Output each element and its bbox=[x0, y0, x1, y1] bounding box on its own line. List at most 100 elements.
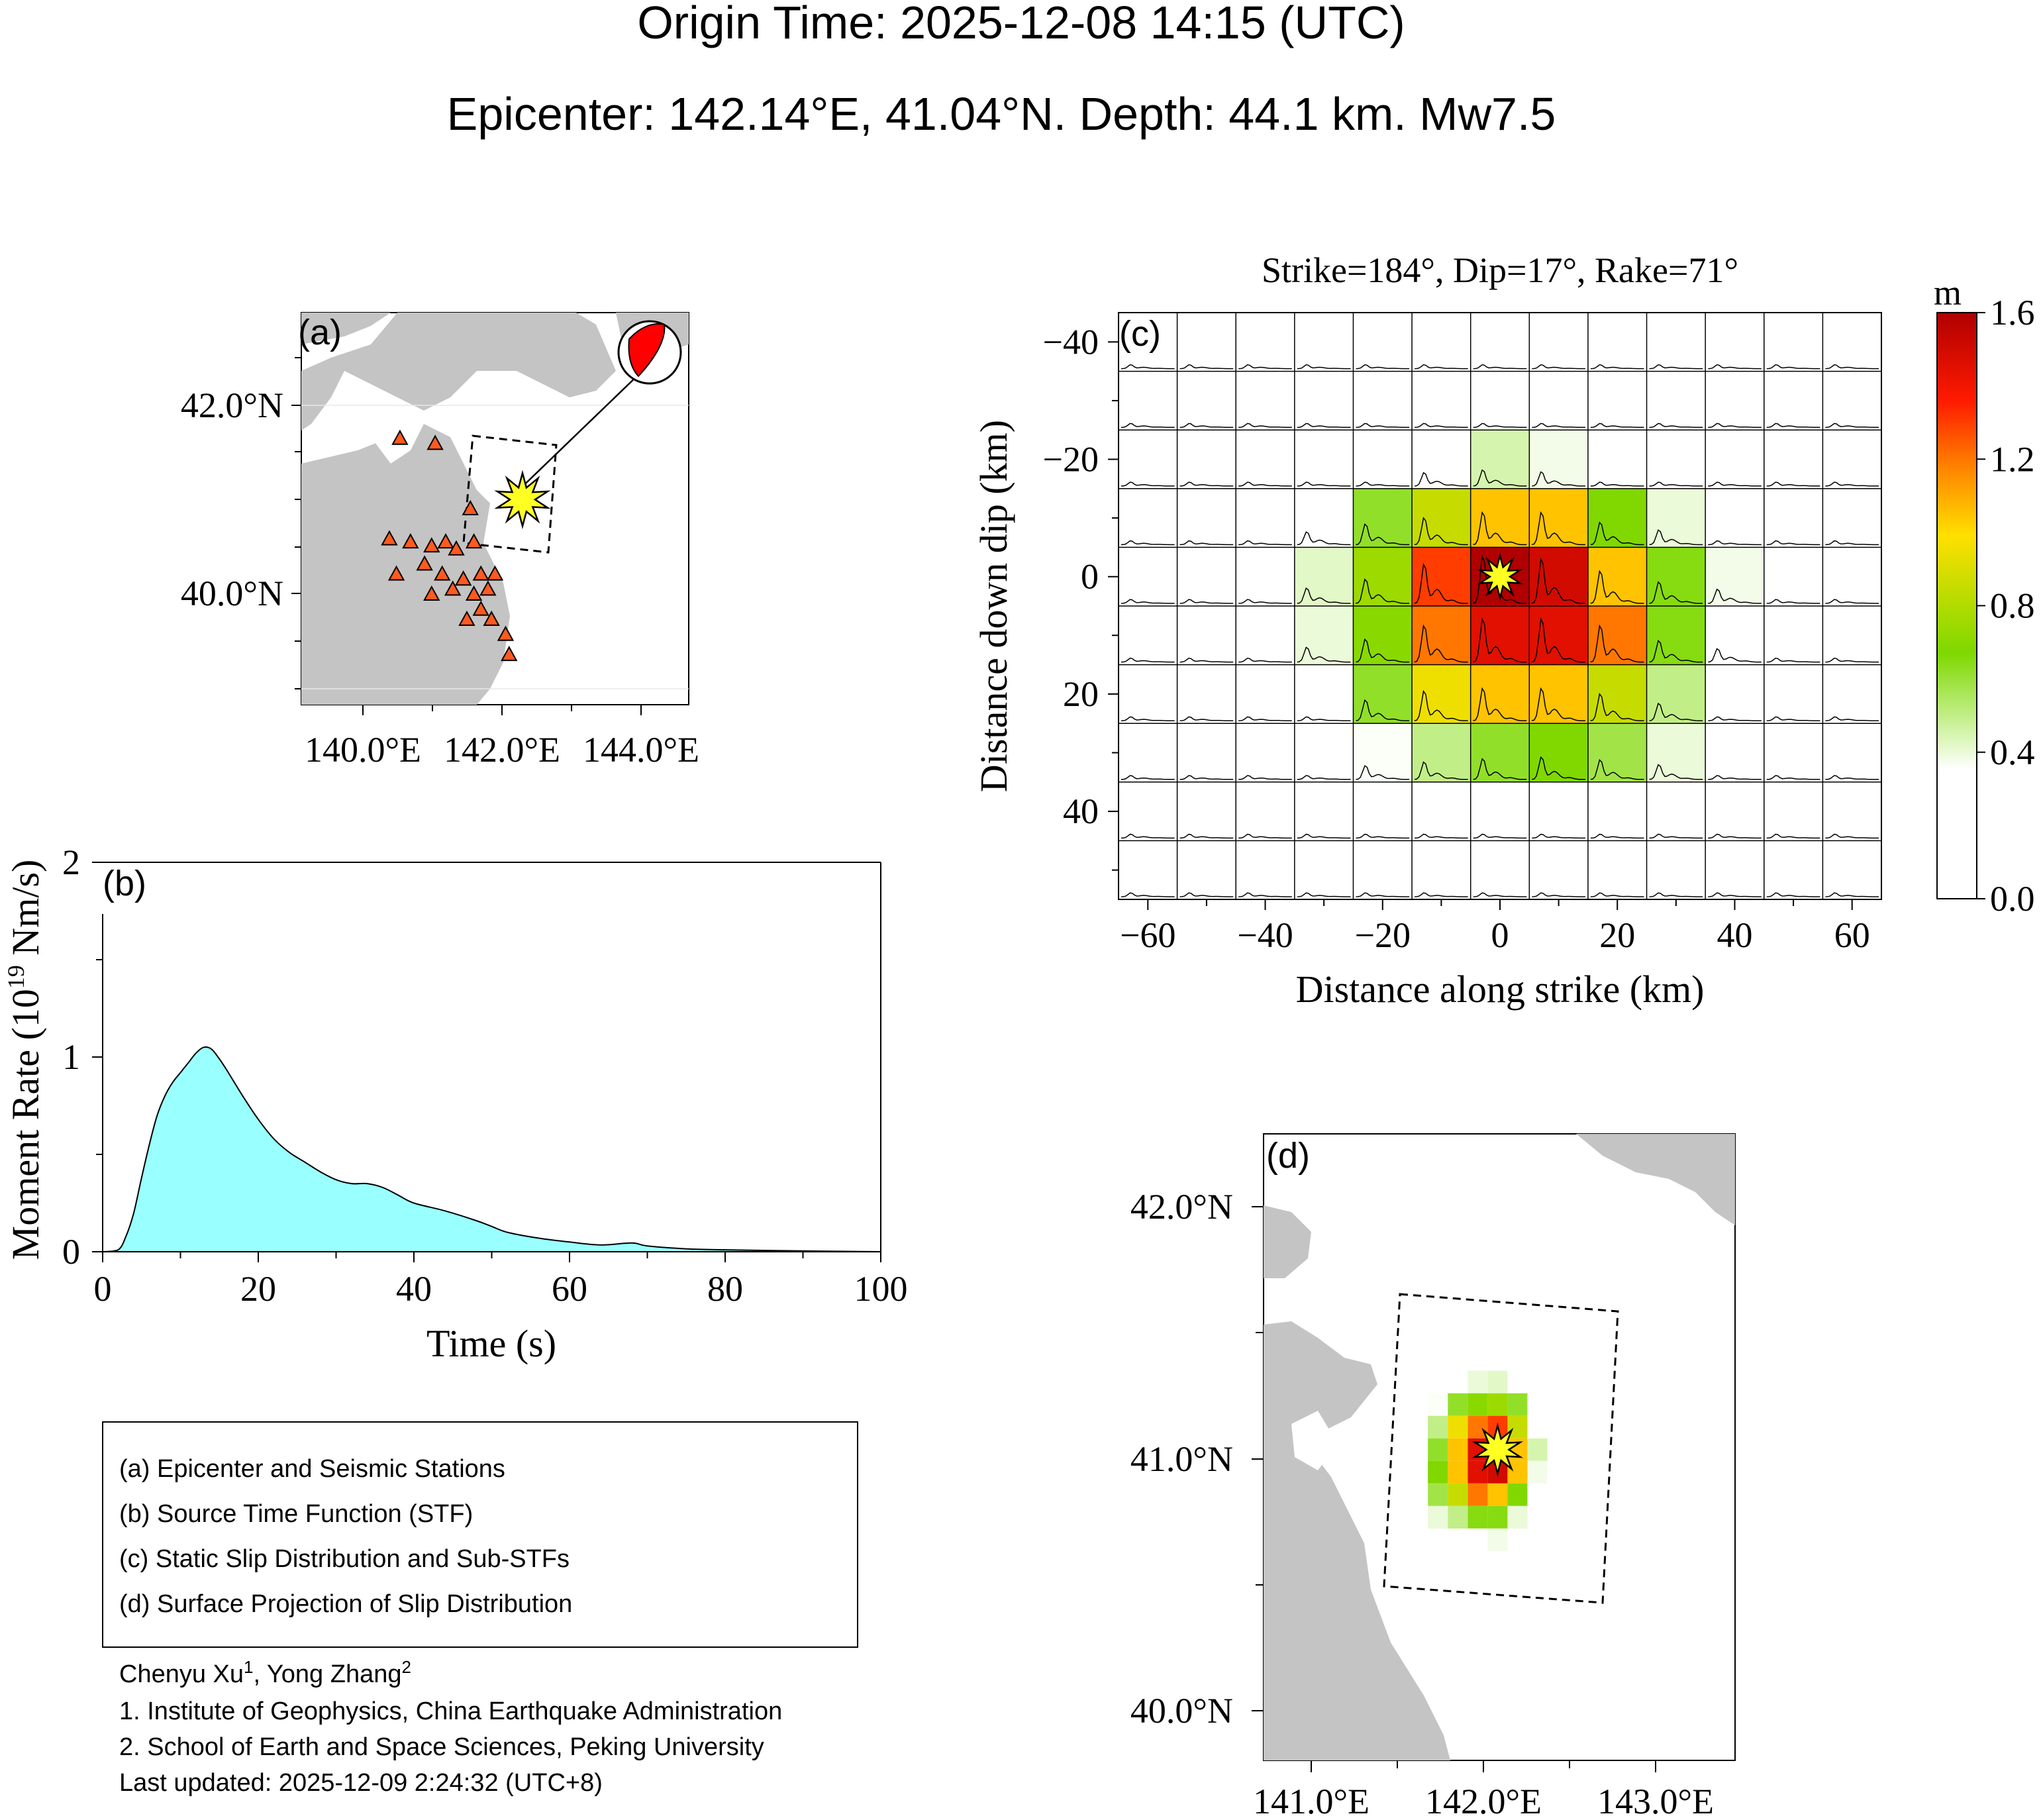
sub-stf-trace bbox=[1649, 481, 1703, 487]
sub-stf-trace bbox=[1590, 892, 1644, 897]
y-tick-label: −20 bbox=[1043, 440, 1099, 480]
lon-tick-label: 143.0°E bbox=[1597, 1782, 1714, 1820]
sub-stf-trace bbox=[1238, 892, 1292, 897]
sub-stf-trace bbox=[1708, 648, 1762, 663]
sub-stf-trace bbox=[1356, 423, 1410, 428]
sub-stf-trace bbox=[1825, 481, 1879, 487]
sub-stf-trace bbox=[1590, 481, 1644, 487]
sub-stf-trace bbox=[1590, 692, 1644, 721]
sub-stf-trace bbox=[1415, 833, 1468, 839]
sub-stf-trace bbox=[1179, 775, 1234, 780]
sub-stf-trace bbox=[1179, 658, 1234, 663]
x-tick-label: 40 bbox=[1717, 915, 1752, 955]
slip-plot-title: Strike=184°, Dip=17°, Rake=71° bbox=[1262, 250, 1738, 290]
slip-cell bbox=[1705, 547, 1764, 606]
sub-stf-trace bbox=[1121, 775, 1175, 780]
sub-stf-trace bbox=[1356, 364, 1410, 370]
lat-tick-label: 42.0°N bbox=[1130, 1187, 1233, 1227]
sub-stf-trace bbox=[1649, 764, 1703, 780]
slip-cell bbox=[1587, 664, 1647, 724]
station-triangle bbox=[434, 565, 451, 581]
surface-slip-cell bbox=[1468, 1505, 1488, 1529]
station-triangle bbox=[444, 580, 462, 596]
sub-stf-trace bbox=[1825, 833, 1879, 839]
y-tick-label: 40 bbox=[1063, 791, 1099, 831]
sub-stf-trace bbox=[1473, 364, 1527, 370]
sub-stf-trace bbox=[1708, 892, 1762, 897]
hypocenter-star-c bbox=[1476, 552, 1524, 601]
last-updated: Last updated: 2025-12-09 2:24:32 (UTC+8) bbox=[119, 1769, 603, 1797]
slip-cell bbox=[1529, 723, 1588, 782]
surface-slip-cell bbox=[1507, 1505, 1528, 1529]
surface-slip-cell bbox=[1527, 1415, 1548, 1439]
sub-stf-trace bbox=[1297, 481, 1351, 487]
sub-stf-trace bbox=[1590, 423, 1644, 428]
sub-stf-trace bbox=[1649, 892, 1703, 897]
x-tick-label: 40 bbox=[396, 1269, 432, 1309]
stf-xlabel: Time (s) bbox=[426, 1322, 556, 1365]
surface-slip-cell bbox=[1527, 1438, 1548, 1461]
legend-item: (c) Static Slip Distribution and Sub-STF… bbox=[119, 1545, 570, 1573]
sub-stf-trace bbox=[1708, 423, 1762, 428]
sub-stf-trace bbox=[1766, 364, 1820, 370]
surface-slip-cell bbox=[1428, 1505, 1448, 1529]
lat-tick-label: 42.0°N bbox=[181, 385, 283, 425]
slip-cell bbox=[1294, 547, 1354, 606]
sub-stf-trace bbox=[1238, 775, 1292, 780]
hypocenter-star bbox=[1476, 552, 1524, 601]
y-tick-label: 20 bbox=[1063, 674, 1099, 714]
legend-box: (a) Epicenter and Seismic Stations (b) S… bbox=[102, 1421, 858, 1648]
lon-tick-label: 142.0°E bbox=[1425, 1782, 1542, 1820]
surface-slip-cell bbox=[1507, 1460, 1528, 1484]
legend-item: (b) Source Time Function (STF) bbox=[119, 1500, 473, 1528]
sub-stf-trace bbox=[1414, 624, 1468, 663]
station-triangle bbox=[416, 555, 433, 571]
sub-stf-trace bbox=[1179, 833, 1234, 839]
station-triangle bbox=[426, 434, 444, 450]
surface-slip-cell bbox=[1468, 1370, 1488, 1393]
sub-stf-trace bbox=[1238, 716, 1292, 721]
colorbar: m 0.0 0.4 0.8 1.2 1.6 bbox=[1934, 273, 2035, 919]
sub-stf-trace bbox=[1356, 699, 1410, 721]
surface-slip-cell bbox=[1507, 1370, 1528, 1393]
slip-cell bbox=[1470, 723, 1530, 782]
sub-stf-trace bbox=[1121, 716, 1175, 721]
sub-stf-trace bbox=[1121, 364, 1175, 370]
sub-stf-trace bbox=[1531, 687, 1585, 721]
credits: Chenyu Xu1, Yong Zhang2 1. Institute of … bbox=[119, 1657, 782, 1797]
sub-stf-trace bbox=[1121, 423, 1175, 428]
colorbar-tick-label: 0.4 bbox=[1990, 733, 2035, 772]
surface-slip-cells bbox=[1428, 1370, 1548, 1551]
sub-stf-trace bbox=[1532, 756, 1585, 780]
slip-cell bbox=[1412, 606, 1471, 665]
sub-stf-trace bbox=[1356, 523, 1410, 546]
station-triangle bbox=[486, 565, 504, 581]
slip-cell bbox=[1529, 488, 1588, 548]
sub-stf-trace bbox=[1825, 892, 1879, 897]
slip-cell bbox=[1353, 723, 1413, 782]
sub-stf-trace bbox=[1708, 833, 1762, 839]
sub-stf-trace bbox=[1766, 540, 1820, 546]
panel-d: (d) 42.0°N 41.0°N 40.0°N 141.0°E 142.0°E… bbox=[1130, 1133, 1736, 1820]
slip-cell bbox=[1470, 430, 1530, 489]
sub-stf-trace bbox=[1238, 833, 1292, 839]
surface-slip-cell bbox=[1448, 1460, 1468, 1484]
sub-stf-trace bbox=[1649, 833, 1703, 839]
sub-stf-trace bbox=[1238, 481, 1292, 487]
surface-slip-cell bbox=[1448, 1505, 1468, 1529]
station-triangle bbox=[462, 499, 479, 515]
surface-slip-cell bbox=[1487, 1505, 1508, 1529]
lon-tick-label: 141.0°E bbox=[1253, 1782, 1370, 1820]
colorbar-tick-label: 0.8 bbox=[1990, 586, 2035, 626]
sub-stf-trace bbox=[1708, 364, 1762, 370]
lat-tick-label: 41.0°N bbox=[1130, 1439, 1233, 1479]
slip-cell bbox=[1470, 488, 1530, 548]
surface-slip-cell bbox=[1448, 1483, 1468, 1506]
station-triangle bbox=[402, 533, 419, 549]
surface-slip-cell bbox=[1487, 1370, 1508, 1393]
sub-stf-trace bbox=[1590, 624, 1644, 663]
map-d-axes: 42.0°N 41.0°N 40.0°N 141.0°E 142.0°E 143… bbox=[1130, 1187, 1714, 1820]
panel-label-c: (c) bbox=[1119, 314, 1161, 354]
station-triangle bbox=[437, 533, 454, 549]
sub-stf-trace bbox=[1590, 758, 1644, 780]
